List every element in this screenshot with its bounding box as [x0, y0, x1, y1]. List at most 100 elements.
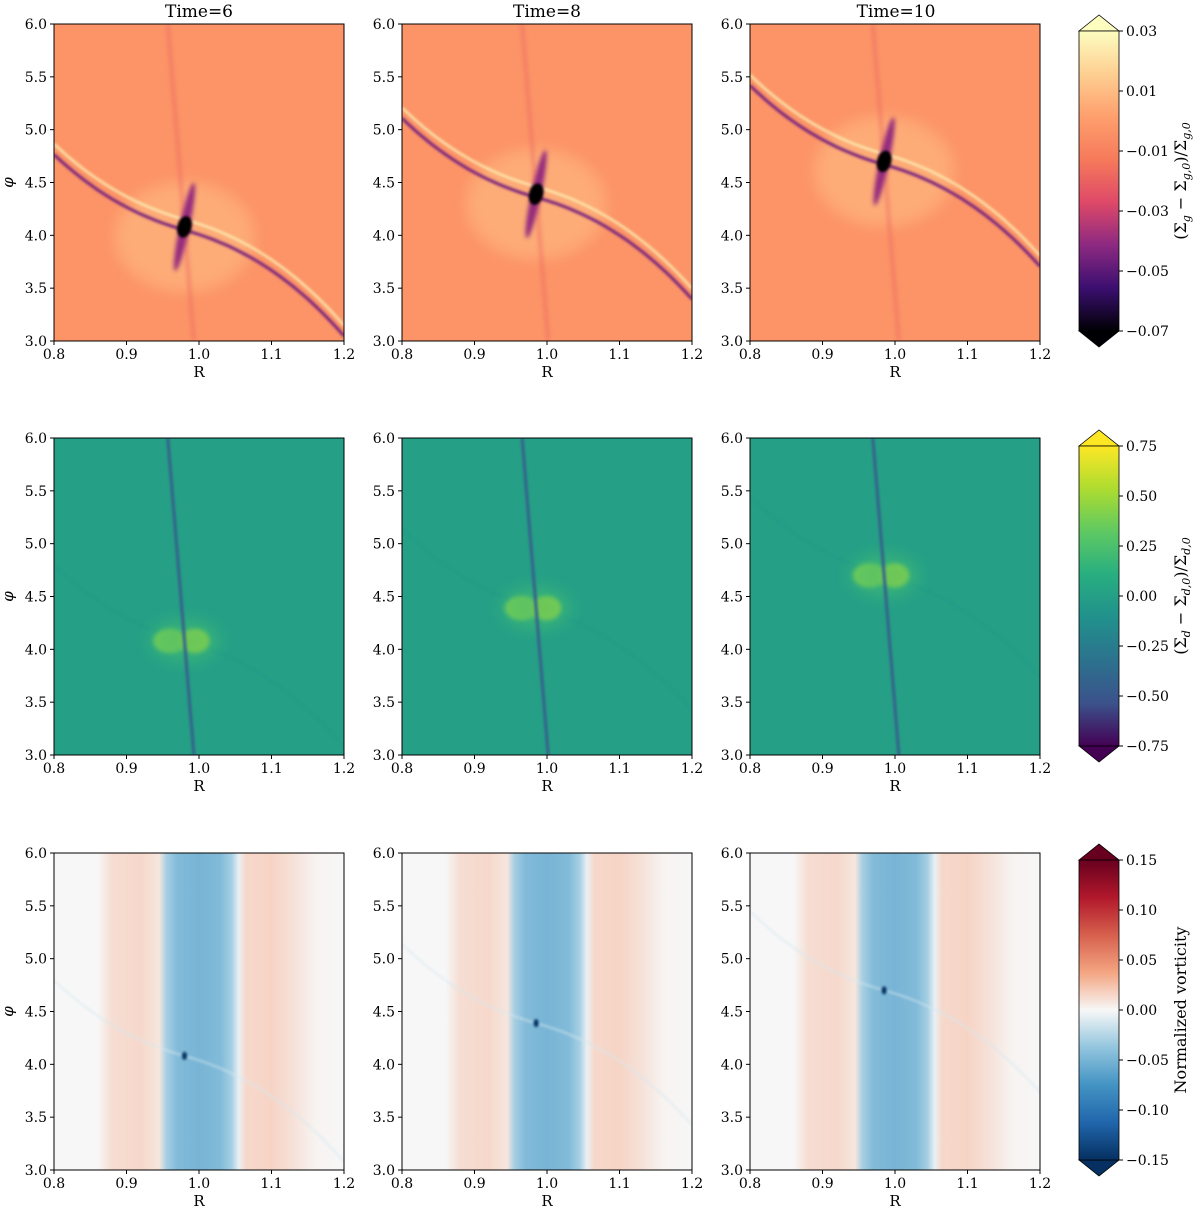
dust-wake: [871, 438, 901, 755]
x-tick-label: 0.8: [391, 761, 413, 777]
x-tick-label: 1.0: [536, 347, 558, 363]
planet-wake: [166, 24, 196, 341]
y-tick-label: 6.0: [721, 17, 743, 33]
column-titles: Time=6 Time=8 Time=10: [165, 2, 935, 22]
y-tick-label: 5.5: [721, 899, 743, 915]
colorbar-label: Normalized vorticity: [1171, 927, 1190, 1094]
x-tick-label: 1.2: [681, 1176, 703, 1192]
spiral-arm-dark: [402, 117, 692, 301]
column-title-2: Time=8: [513, 2, 581, 22]
y-tick-label: 4.5: [25, 176, 47, 192]
planet-core: [177, 216, 192, 238]
y-tick-label: 3.0: [373, 1163, 395, 1179]
colorbar-tick-label: −0.03: [1126, 204, 1169, 220]
spiral-arm-dark: [54, 153, 344, 337]
x-tick-label: 0.9: [115, 347, 137, 363]
x-tick-label: 0.8: [43, 1176, 65, 1192]
y-tick-label: 4.0: [373, 228, 395, 244]
colorbar-extend-min: [1077, 745, 1121, 763]
x-tick-label: 1.0: [884, 761, 906, 777]
colorbar-gradient: [1078, 445, 1120, 747]
colorbar-tick-label: −0.07: [1126, 324, 1169, 340]
y-tick-label: 3.0: [25, 334, 47, 350]
vortex-core: [182, 1051, 187, 1060]
panel-grid: 0.8 0.9 1.0 1.1 1.2 3.0 3.5 4.0 4.5 5.0 5.5 6.0 Rφ 0.…: [0, 17, 1051, 1210]
x-axis-label: R: [193, 363, 205, 381]
y-tick-label: 4.5: [373, 1005, 395, 1021]
vorticity-spiral: [750, 910, 1040, 1093]
colorbar-tick-label: 0.00: [1126, 589, 1157, 605]
planet-wake: [871, 24, 901, 341]
x-tick-label: 1.1: [608, 761, 630, 777]
x-axis-label: R: [889, 1192, 901, 1210]
colorbar-tick-label: 0.10: [1126, 903, 1157, 919]
x-tick-label: 0.8: [43, 347, 65, 363]
panel-r3-c1: 0.8 0.9 1.0 1.1 1.2 3.0 3.5 4.0 4.5 5.0 5.5 6.0 Rφ: [0, 846, 355, 1210]
colorbar-extend-max: [1077, 429, 1121, 447]
y-tick-label: 4.0: [373, 642, 395, 658]
x-tick-label: 1.1: [260, 761, 282, 777]
y-axis-label: φ: [0, 1006, 17, 1017]
colorbars: 0.03 0.01 −0.01 −0.03 −0.05 −0.07 (Σg − Σg,0)/…: [1077, 14, 1193, 1177]
x-tick-label: 1.0: [536, 761, 558, 777]
spiral-arm-bright: [750, 73, 1040, 257]
x-tick-label: 1.1: [956, 761, 978, 777]
y-tick-label: 3.0: [721, 1163, 743, 1179]
colorbar-1: 0.03 0.01 −0.01 −0.03 −0.05 −0.07 (Σg − Σg,0)/…: [1077, 14, 1193, 348]
y-tick-label: 3.0: [373, 334, 395, 350]
spiral-arm-dark: [750, 84, 1040, 268]
x-axis-label: R: [193, 1192, 205, 1210]
x-tick-label: 0.9: [115, 1176, 137, 1192]
y-tick-label: 5.0: [25, 537, 47, 553]
colorbar-tick-label: 0.75: [1126, 439, 1157, 455]
x-tick-label: 0.9: [463, 761, 485, 777]
y-tick-label: 6.0: [721, 431, 743, 447]
x-tick-label: 0.8: [739, 347, 761, 363]
y-tick-label: 4.5: [373, 590, 395, 606]
y-tick-label: 5.5: [25, 70, 47, 86]
panel-r1-c2: 0.8 0.9 1.0 1.1 1.2 3.0 3.5 4.0 4.5 5.0 5.5 6.0 R: [373, 17, 703, 381]
vorticity-bands: [402, 853, 692, 1170]
y-tick-label: 3.0: [25, 1163, 47, 1179]
vorticity-spiral: [402, 943, 692, 1126]
x-axis-label: R: [193, 777, 205, 795]
x-tick-label: 1.2: [333, 1176, 355, 1192]
panel-r1-c3: 0.8 0.9 1.0 1.1 1.2 3.0 3.5 4.0 4.5 5.0 5.5 6.0 R: [721, 17, 1051, 381]
panel-r2-c3: 0.8 0.9 1.0 1.1 1.2 3.0 3.5 4.0 4.5 5.0 5.5 6.0 R: [721, 431, 1051, 795]
colorbar-tick-label: −0.50: [1126, 689, 1169, 705]
y-tick-label: 6.0: [373, 846, 395, 862]
colorbar-tick-label: 0.03: [1126, 24, 1157, 40]
y-tick-label: 4.5: [721, 590, 743, 606]
colorbar-tick-label: 0.50: [1126, 489, 1157, 505]
y-tick-label: 5.5: [373, 899, 395, 915]
y-tick-label: 3.5: [25, 1110, 47, 1126]
dust-wake: [166, 438, 196, 755]
y-tick-label: 3.0: [373, 748, 395, 764]
y-tick-label: 6.0: [25, 431, 47, 447]
x-tick-label: 1.2: [333, 347, 355, 363]
y-tick-label: 5.5: [721, 484, 743, 500]
colorbar-extend-max: [1077, 843, 1121, 861]
x-tick-label: 0.9: [811, 347, 833, 363]
y-axis-label: φ: [0, 177, 17, 188]
y-tick-label: 4.0: [25, 228, 47, 244]
y-tick-label: 6.0: [373, 17, 395, 33]
y-tick-label: 3.5: [373, 1110, 395, 1126]
x-axis-label: R: [889, 777, 901, 795]
y-tick-label: 5.0: [373, 123, 395, 139]
x-tick-label: 0.8: [391, 347, 413, 363]
y-tick-label: 4.5: [721, 176, 743, 192]
y-tick-label: 4.0: [721, 642, 743, 658]
x-tick-label: 1.0: [188, 347, 210, 363]
y-tick-label: 5.0: [721, 537, 743, 553]
colorbar-gradient: [1078, 859, 1120, 1161]
y-tick-label: 5.5: [373, 70, 395, 86]
y-tick-label: 3.5: [373, 695, 395, 711]
x-tick-label: 1.2: [1029, 761, 1051, 777]
x-axis-label: R: [541, 777, 553, 795]
vortex-core: [881, 986, 887, 995]
x-tick-label: 1.1: [608, 347, 630, 363]
vortex-core: [533, 1019, 539, 1028]
x-tick-label: 1.2: [1029, 1176, 1051, 1192]
spiral-arm-bright: [54, 142, 344, 327]
